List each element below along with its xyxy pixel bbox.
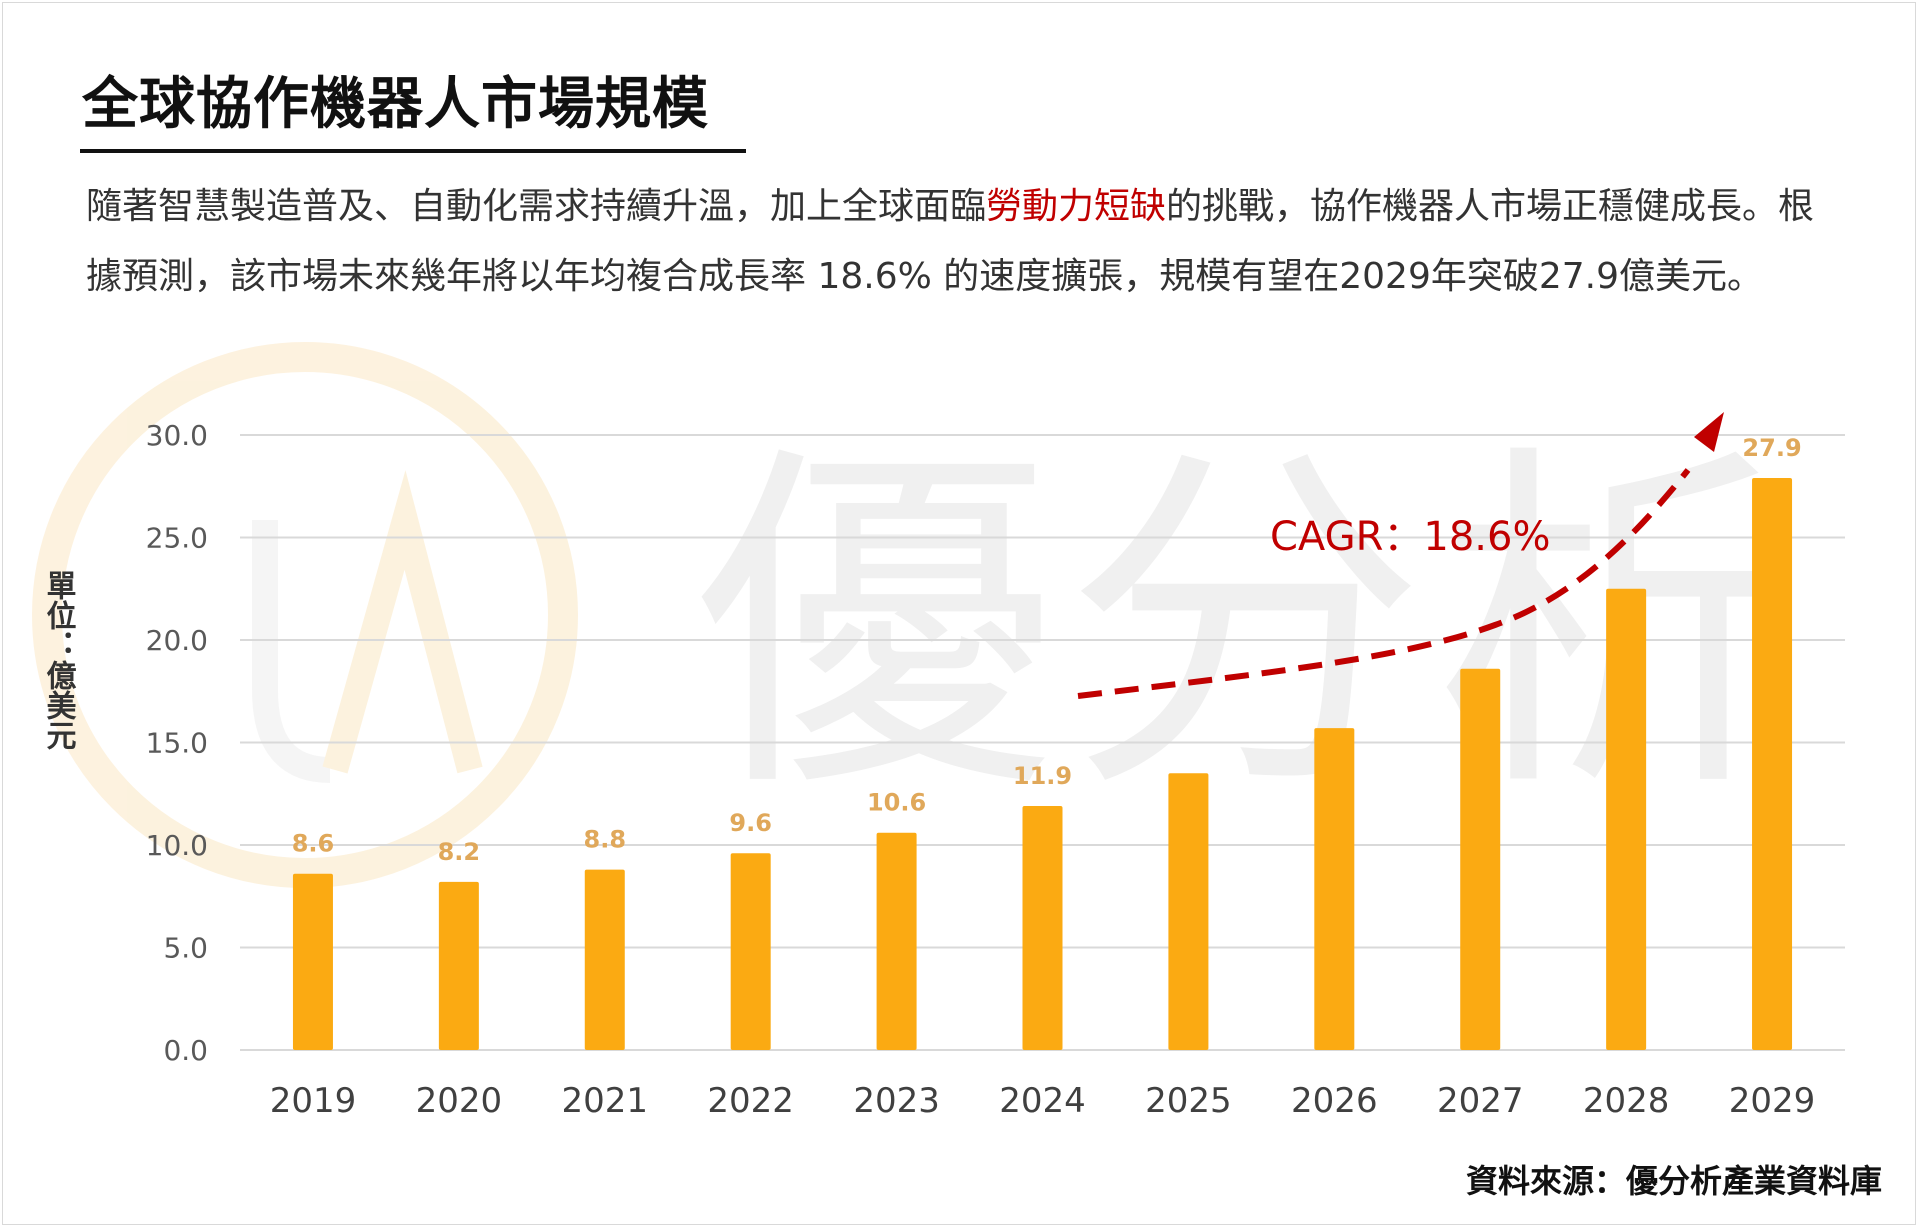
y-tick-label: 10.0 xyxy=(146,829,208,862)
x-tick-label: 2024 xyxy=(999,1081,1086,1121)
x-tick-label: 2020 xyxy=(416,1081,503,1121)
x-tick-label: 2023 xyxy=(853,1081,940,1121)
x-tick-label: 2027 xyxy=(1437,1081,1524,1121)
y-tick-label: 5.0 xyxy=(163,932,208,965)
x-tick-label: 2026 xyxy=(1291,1081,1378,1121)
x-tick-label: 2025 xyxy=(1145,1081,1232,1121)
bar-2028 xyxy=(1606,588,1647,1050)
data-label-2019: 8.6 xyxy=(292,830,335,858)
description-highlight: 勞動力短缺 xyxy=(986,186,1167,227)
y-tick-label: 30.0 xyxy=(146,419,208,452)
x-tick-label: 2019 xyxy=(270,1081,357,1121)
cagr-annotation: CAGR：18.6% xyxy=(1270,514,1550,560)
y-tick-label: 0.0 xyxy=(163,1034,208,1067)
data-label-2029: 27.9 xyxy=(1742,434,1801,462)
bar-2029 xyxy=(1752,478,1793,1050)
bar-2019 xyxy=(292,873,333,1050)
y-axis-label: 單位：億美元 xyxy=(41,570,77,751)
x-tick-label: 2028 xyxy=(1583,1081,1670,1121)
y-tick-label: 25.0 xyxy=(146,522,208,555)
data-labels: 8.6 8.2 8.8 9.6 10.6 11.9 27.9 xyxy=(292,434,1802,866)
bars xyxy=(292,478,1793,1050)
title-underline xyxy=(80,149,746,153)
cagr-arrowhead xyxy=(1694,412,1724,452)
bar-2022 xyxy=(730,853,771,1050)
data-label-2024: 11.9 xyxy=(1013,762,1072,790)
x-tick-label: 2022 xyxy=(707,1081,794,1121)
bar-2024 xyxy=(1022,806,1063,1050)
x-tick-label: 2021 xyxy=(562,1081,649,1121)
description: 隨著智慧製造普及、自動化需求持續升溫，加上全球面臨勞動力短缺的挑戰，協作機器人市… xyxy=(86,172,1846,312)
bar-2023 xyxy=(876,832,917,1050)
description-text-before: 隨著智慧製造普及、自動化需求持續升溫，加上全球面臨 xyxy=(86,186,987,227)
source-note: 資料來源：優分析產業資料庫 xyxy=(1465,1162,1882,1200)
data-label-2021: 8.8 xyxy=(584,826,627,854)
watermark-logo xyxy=(32,342,578,888)
bar-2020 xyxy=(438,881,479,1050)
y-tick-label: 15.0 xyxy=(146,727,208,760)
data-label-2020: 8.2 xyxy=(438,838,481,866)
bar-chart: 優分析 0.05.010.015.020.025.030.0 8.6 8.2 8.8… xyxy=(32,342,1845,1121)
y-axis-ticks: 0.0 5.0 10.0 15.0 20.0 25.0 30.0 xyxy=(146,419,208,1067)
bar-2025 xyxy=(1168,773,1209,1050)
bar-2027 xyxy=(1460,668,1501,1050)
x-axis-ticks: 2019 2020 2021 2022 2023 2024 2025 2026 2027 2028… xyxy=(270,1081,1816,1121)
y-tick-label: 20.0 xyxy=(146,624,208,657)
data-label-2023: 10.6 xyxy=(867,789,926,817)
data-label-2022: 9.6 xyxy=(729,809,772,837)
page-title: 全球協作機器人市場規模 xyxy=(82,72,709,137)
x-tick-label: 2029 xyxy=(1729,1081,1816,1121)
bar-2026 xyxy=(1314,728,1355,1050)
description-text-after: 的挑戰，協作機器人市場正穩健成長。根據預測，該市場未來幾年將以年均複合成長率 1… xyxy=(86,186,1815,297)
bar-2021 xyxy=(584,869,625,1050)
